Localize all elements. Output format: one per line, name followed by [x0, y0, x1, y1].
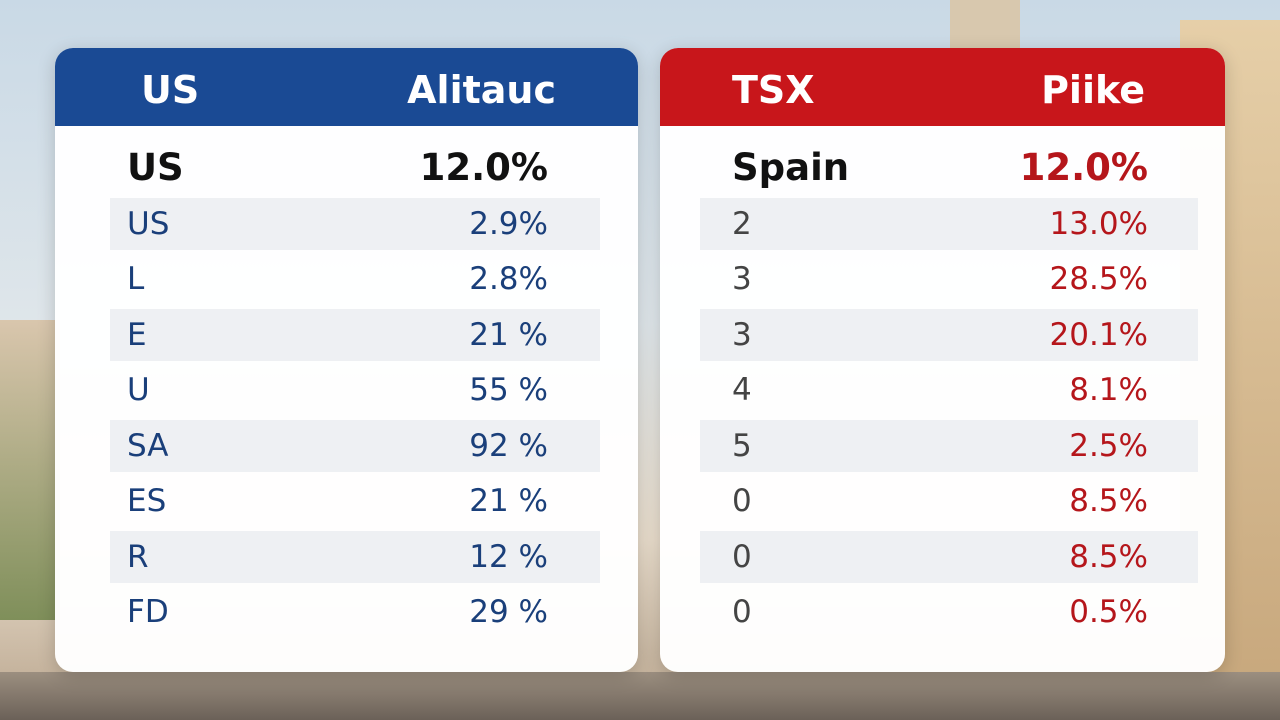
row-label: L — [127, 261, 145, 297]
row-band — [110, 308, 600, 361]
row-value: 12 % — [469, 538, 548, 575]
row-value: 55 % — [469, 372, 548, 408]
row-band — [110, 419, 600, 472]
row-label: 3 — [732, 261, 752, 297]
row-label: SA — [127, 427, 169, 464]
row-value: 2.9% — [469, 205, 548, 242]
row-value: 13.0% — [1049, 205, 1148, 242]
header-label: Alitauc — [407, 68, 556, 112]
row-band — [700, 530, 1198, 583]
row-band — [110, 530, 600, 583]
row-value: 8.1% — [1069, 372, 1148, 408]
row-label: 0 — [732, 483, 752, 519]
row-value: 21 % — [469, 316, 548, 353]
header-label: US — [141, 68, 200, 112]
row-value: 12.0% — [419, 146, 548, 189]
row-value: 29 % — [469, 594, 548, 630]
row-band — [700, 419, 1198, 472]
right-header: TSX Piike — [660, 48, 1225, 126]
row-value: 8.5% — [1069, 483, 1148, 519]
right-panel: TSX Piike Spain 12.0% 2 13.0% 3 28.5% 3 20.1% 4 8… — [660, 48, 1225, 672]
row-value: 8.5% — [1069, 538, 1148, 575]
row-label: US — [127, 146, 184, 189]
row-label: FD — [127, 594, 169, 630]
row-label: ES — [127, 483, 167, 519]
row-value: 12.0% — [1019, 146, 1148, 189]
row-label: 0 — [732, 538, 752, 575]
left-header: US Alitauc — [55, 48, 638, 126]
row-value: 92 % — [469, 427, 548, 464]
street — [0, 672, 1280, 720]
row-band — [110, 197, 600, 250]
header-label: Piike — [1041, 68, 1145, 112]
row-label: 2 — [732, 205, 752, 242]
row-value: 2.5% — [1069, 427, 1148, 464]
row-label: 3 — [732, 316, 752, 353]
row-label: E — [127, 316, 147, 353]
row-band — [700, 308, 1198, 361]
row-label: 4 — [732, 372, 752, 408]
row-label: 5 — [732, 427, 752, 464]
left-panel: US Alitauc US 12.0% US 2.9% L 2.8% E 21 % U 55 % S… — [55, 48, 638, 672]
row-value: 21 % — [469, 483, 548, 519]
row-value: 0.5% — [1069, 594, 1148, 630]
row-band — [700, 197, 1198, 250]
building-left — [0, 320, 60, 620]
row-value: 2.8% — [469, 261, 548, 297]
row-label: US — [127, 205, 170, 242]
row-label: Spain — [732, 146, 850, 189]
row-value: 28.5% — [1049, 261, 1148, 297]
row-label: U — [127, 372, 150, 408]
header-label: TSX — [732, 68, 815, 112]
row-label: R — [127, 538, 149, 575]
row-value: 20.1% — [1049, 316, 1148, 353]
row-label: 0 — [732, 594, 752, 630]
